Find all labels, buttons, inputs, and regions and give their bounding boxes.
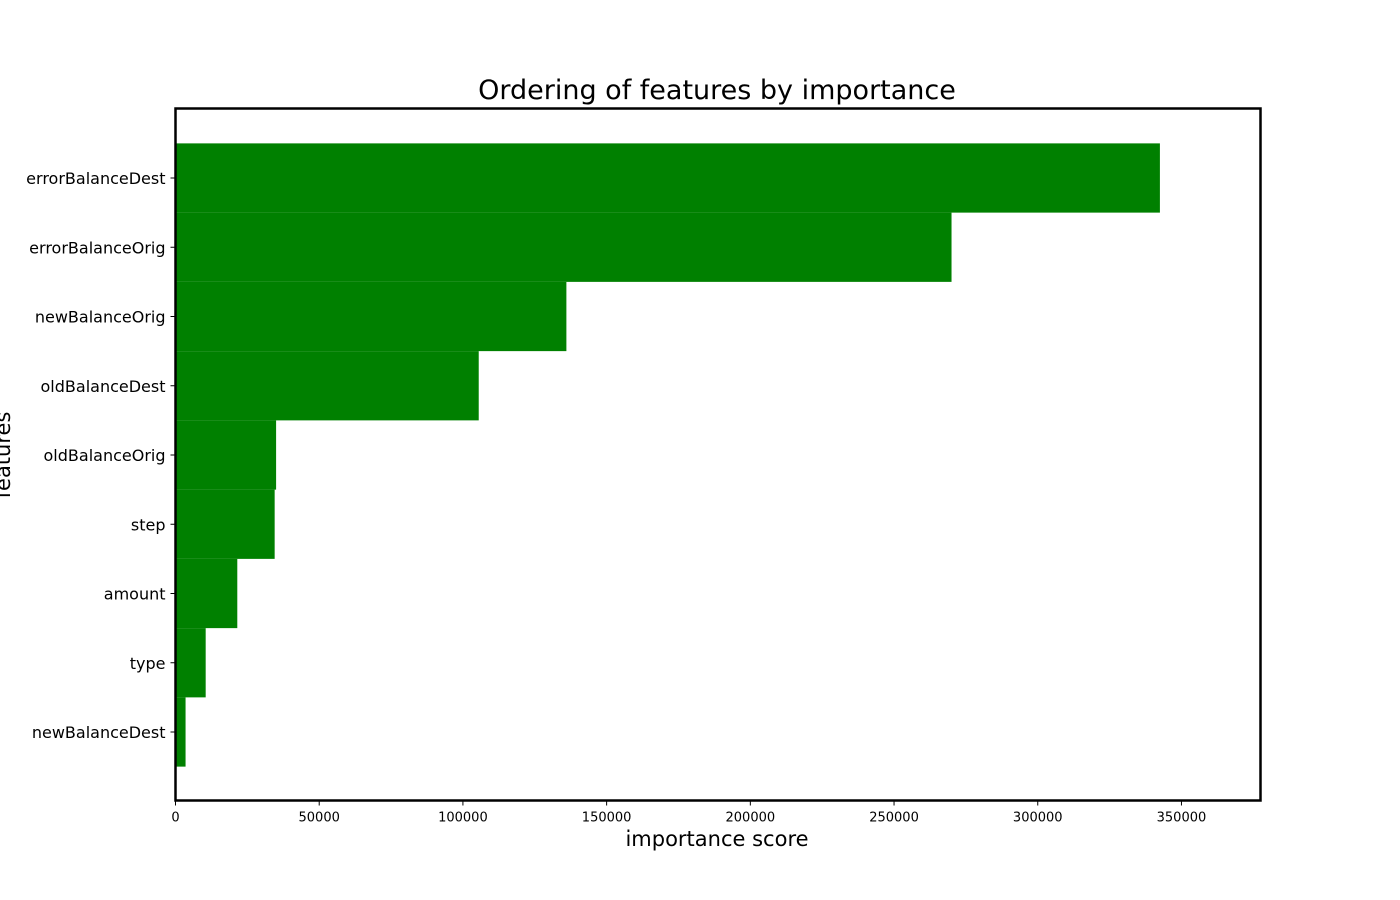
- bar: [175, 420, 277, 490]
- bars-group: [175, 143, 1160, 767]
- bar: [175, 697, 186, 767]
- x-axis-ticks: 0 50000 100000 150000 200000 250000 300000 3500…: [171, 800, 1207, 826]
- x-tick-label: 100000: [438, 811, 488, 826]
- x-tick-label: 150000: [582, 811, 632, 826]
- x-tick-label: 50000: [299, 811, 340, 826]
- bar: [175, 558, 238, 629]
- x-tick-label: 300000: [1013, 811, 1063, 826]
- bar: [175, 212, 952, 282]
- y-tick-label: type: [130, 654, 166, 673]
- bar: [175, 489, 275, 559]
- y-axis-label: features: [0, 412, 15, 499]
- bar: [175, 628, 206, 698]
- bar: [175, 281, 567, 352]
- x-tick-label: 200000: [726, 811, 776, 826]
- y-tick-label: newBalanceOrig: [35, 308, 166, 327]
- y-tick-label: amount: [104, 585, 166, 604]
- x-tick-label: 250000: [869, 811, 919, 826]
- chart-title: Ordering of features by importance: [478, 75, 956, 106]
- y-tick-label: oldBalanceDest: [41, 377, 166, 396]
- y-tick-label: errorBalanceOrig: [29, 238, 165, 257]
- y-axis-ticks: errorBalanceDest errorBalanceOrig newBalan…: [26, 169, 176, 742]
- x-axis-label: importance score: [625, 827, 808, 851]
- bar: [175, 143, 1160, 213]
- x-tick-label: 0: [171, 811, 179, 826]
- y-tick-label: step: [131, 515, 166, 534]
- y-tick-label: newBalanceDest: [32, 723, 166, 742]
- bar: [175, 351, 479, 421]
- y-tick-label: oldBalanceOrig: [44, 446, 166, 465]
- x-tick-label: 350000: [1157, 811, 1207, 826]
- y-tick-label: errorBalanceDest: [26, 169, 165, 188]
